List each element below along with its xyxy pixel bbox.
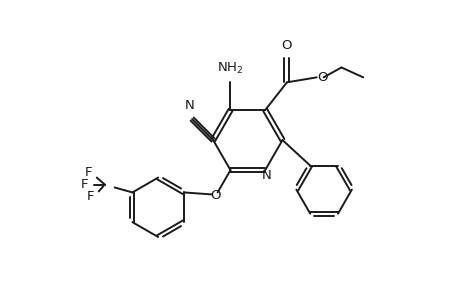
- Text: N: N: [184, 99, 194, 112]
- Text: N: N: [261, 169, 270, 182]
- Text: NH$_2$: NH$_2$: [217, 61, 243, 76]
- Text: F: F: [87, 190, 95, 203]
- Text: F: F: [85, 166, 92, 179]
- Text: F: F: [81, 178, 89, 191]
- Text: O: O: [281, 39, 291, 52]
- Text: O: O: [210, 189, 220, 202]
- Text: O: O: [317, 71, 327, 84]
